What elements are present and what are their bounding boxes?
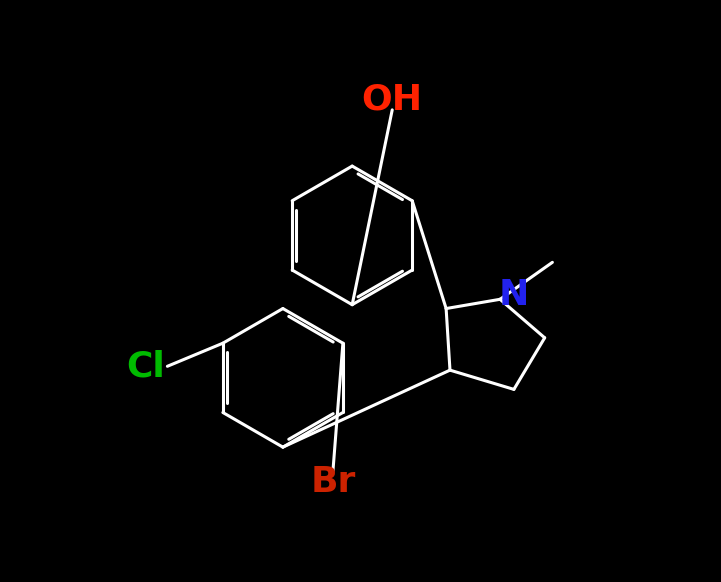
Text: Cl: Cl	[126, 349, 165, 384]
Text: OH: OH	[362, 82, 423, 116]
Text: Br: Br	[310, 465, 355, 499]
Text: N: N	[499, 278, 529, 313]
